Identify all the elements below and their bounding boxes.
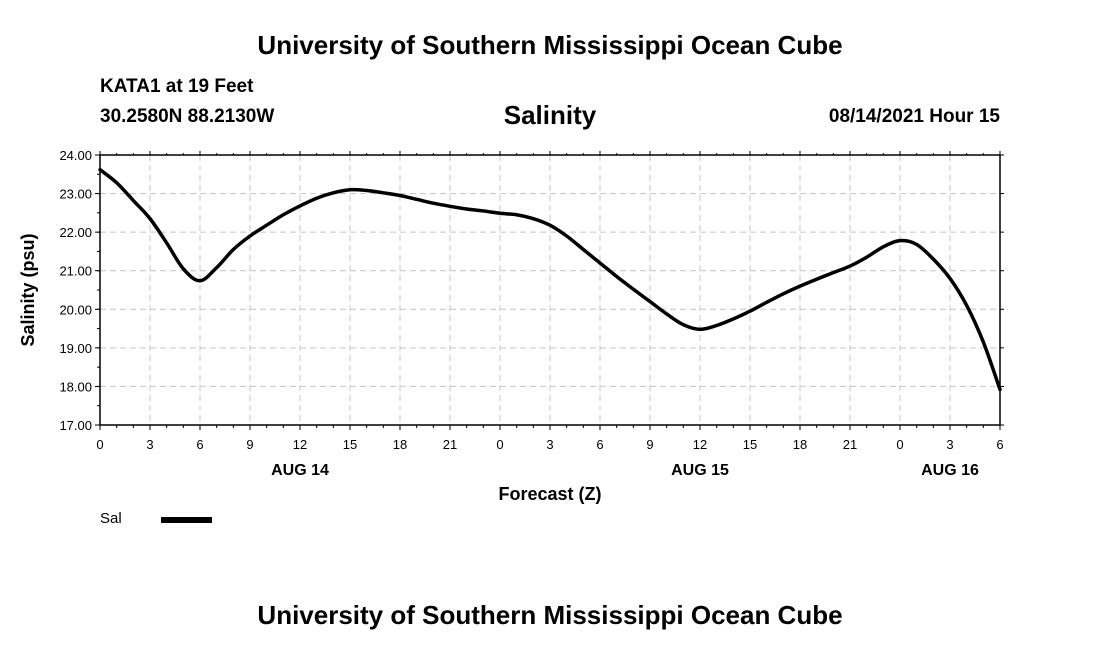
x-tick-label: 0 — [896, 437, 903, 452]
x-tick-label: 3 — [146, 437, 153, 452]
page-title: University of Southern Mississippi Ocean… — [257, 30, 843, 60]
y-tick-label: 22.00 — [59, 225, 92, 240]
grid-lines — [100, 155, 1000, 425]
legend-swatch — [161, 517, 212, 523]
station-label: KATA1 at 19 Feet — [100, 76, 254, 97]
x-tick-label: 6 — [596, 437, 603, 452]
x-tick-label: 15 — [343, 437, 357, 452]
y-axis-title: Salinity (psu) — [18, 233, 38, 346]
x-tick-label: 6 — [196, 437, 203, 452]
footer-title: University of Southern Mississippi Ocean… — [257, 600, 843, 630]
x-tick-label: 0 — [96, 437, 103, 452]
legend-label: Sal — [100, 510, 122, 527]
coordinates-label: 30.2580N 88.2130W — [100, 106, 275, 127]
x-tick-label: 9 — [646, 437, 653, 452]
x-tick-label: 18 — [793, 437, 807, 452]
y-tick-label: 23.00 — [59, 187, 92, 202]
y-tick-label: 17.00 — [59, 418, 92, 433]
y-tick-label: 19.00 — [59, 341, 92, 356]
axis-ticks: 17.00 18.00 19.00 20.00 21.00 22.00 23.00 24.00… — [59, 148, 1004, 479]
x-tick-label: 3 — [546, 437, 553, 452]
x-tick-label: 12 — [293, 437, 307, 452]
y-tick-label: 20.00 — [59, 302, 92, 317]
day-label: AUG 15 — [671, 462, 729, 479]
y-tick-label: 24.00 — [59, 148, 92, 163]
x-axis-title: Forecast (Z) — [498, 484, 601, 504]
timestamp-label: 08/14/2021 Hour 15 — [828, 106, 1000, 127]
x-tick-label: 3 — [946, 437, 953, 452]
x-tick-label: 21 — [443, 437, 457, 452]
x-tick-label: 21 — [843, 437, 857, 452]
x-tick-label: 0 — [496, 437, 503, 452]
day-label: AUG 14 — [271, 462, 329, 479]
x-tick-label: 12 — [693, 437, 707, 452]
y-tick-label: 21.00 — [59, 264, 92, 279]
series-line-sal — [98, 167, 1002, 392]
series-layer — [98, 167, 1002, 392]
x-tick-label: 9 — [246, 437, 253, 452]
x-tick-label: 15 — [743, 437, 757, 452]
chart-title: Salinity — [503, 100, 597, 130]
y-tick-label: 18.00 — [59, 379, 92, 394]
x-tick-label: 6 — [996, 437, 1003, 452]
day-label: AUG 16 — [921, 462, 979, 479]
x-tick-label: 18 — [393, 437, 407, 452]
